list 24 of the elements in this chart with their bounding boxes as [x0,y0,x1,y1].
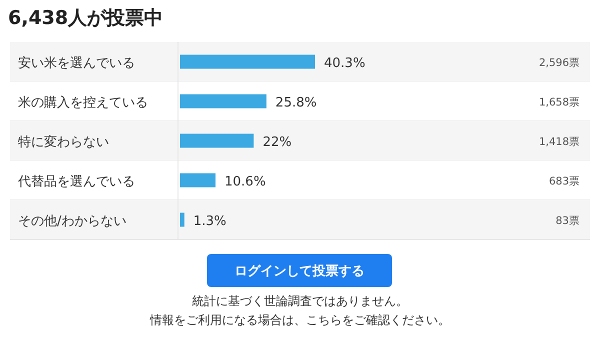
text: 2,596票 [538,56,580,69]
text: 1,658票 [538,96,580,108]
login-button: ログインして投票する [207,254,392,287]
y-tick-label: 代替品を選んでいる [17,174,135,190]
bar [180,134,254,148]
text: 1,418票 [538,136,580,148]
chart-title: 6,438人が投票中 [8,7,164,29]
bar [180,54,315,69]
text: 683票 [548,175,580,188]
data-label: 40.3% [324,56,366,71]
data-label: 25.8% [275,95,317,110]
bar [180,94,266,108]
y-tick-label: その他/わからない [18,214,126,229]
text: 統計に基づく世論調査ではありません。 [192,294,408,308]
data-label: 22% [262,134,292,150]
data-label: 1.3% [193,214,226,229]
data-label: 10.6% [224,174,266,190]
text: 情報をご利用になる場合は、こちらをご確認ください。 [149,313,450,327]
y-tick-label: 米の購入を控えている [18,95,148,110]
y-tick-label: 安い米を選んでいる [18,54,135,71]
bar [180,173,216,188]
text: 83票 [556,214,580,227]
y-tick-label: 特に変わらない [18,134,109,150]
bar [180,212,184,227]
